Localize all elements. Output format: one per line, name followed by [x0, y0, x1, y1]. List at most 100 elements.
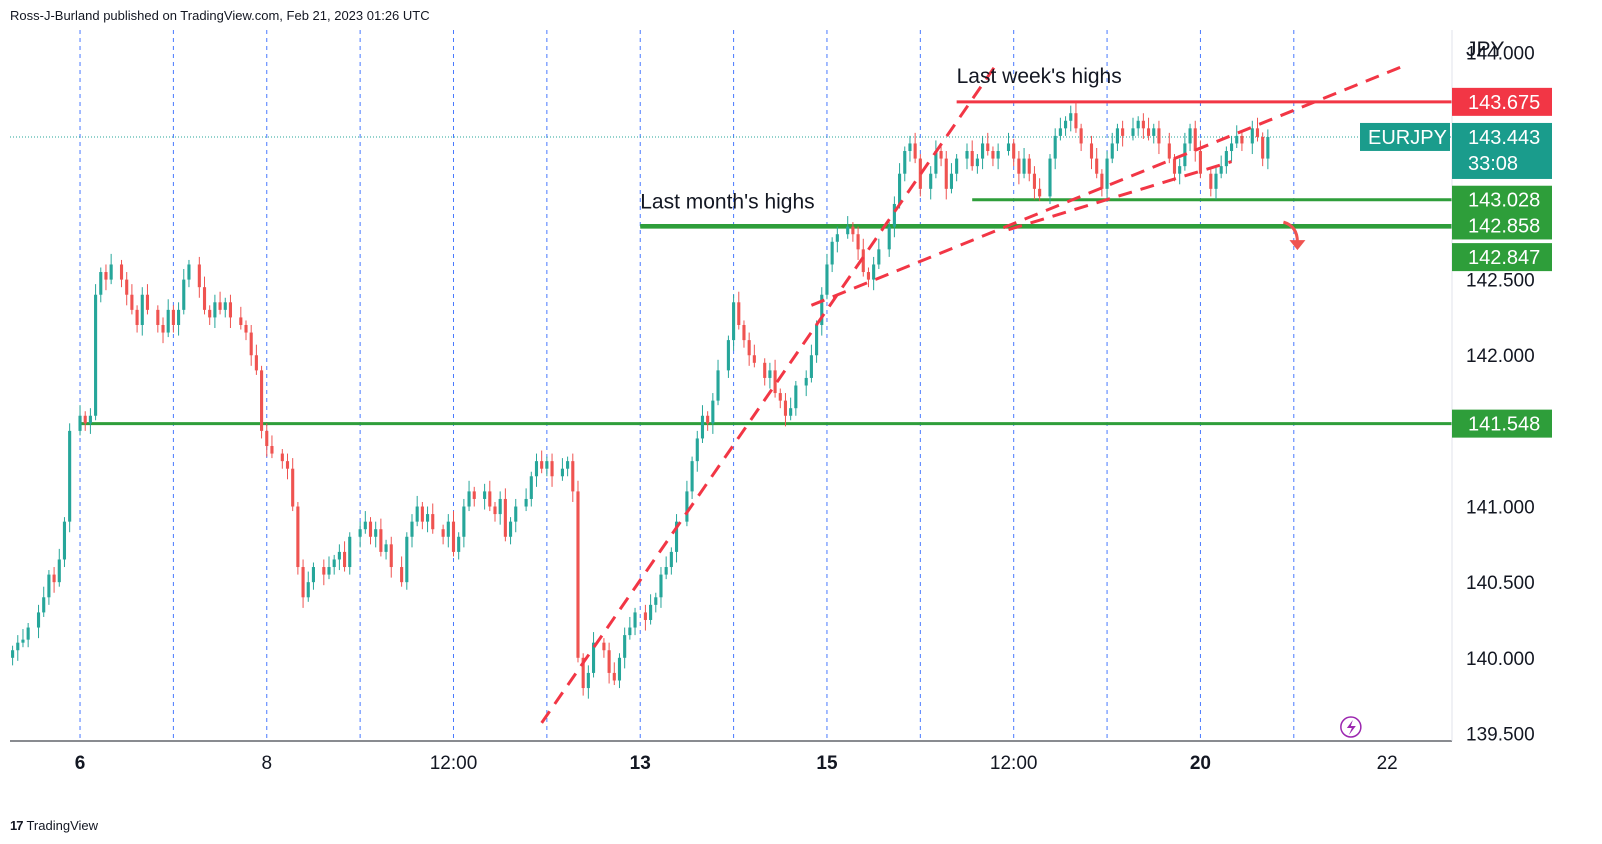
candle-body-120	[726, 340, 730, 371]
candle-117	[706, 411, 710, 431]
candle-110	[664, 556, 668, 580]
candle-31	[197, 256, 201, 298]
price-tag-label-1: 143.028	[1468, 190, 1540, 212]
price-unit-label: JPY	[1466, 38, 1505, 61]
candle-185	[1110, 132, 1114, 164]
candle-body-146	[877, 249, 881, 265]
candle-78	[472, 486, 476, 507]
candle-body-134	[809, 355, 813, 378]
publisher-line: Ross-J-Burland published on TradingView.…	[10, 8, 430, 23]
trend-line-2	[1008, 160, 1232, 232]
candle-161	[970, 140, 974, 171]
candle-body-113	[685, 491, 689, 522]
candle-64	[389, 536, 393, 578]
candle-body-195	[1172, 158, 1177, 174]
candle-63	[384, 539, 388, 560]
candle-106	[643, 604, 647, 631]
candle-body-176	[1058, 128, 1062, 136]
candle-body-99	[602, 642, 606, 651]
candle-body-104	[628, 627, 632, 636]
candle-body-157	[944, 158, 948, 189]
candle-body-128	[773, 370, 777, 394]
candle-body-155	[934, 151, 938, 174]
grid-layer	[10, 30, 1452, 741]
candle-body-52	[322, 567, 326, 575]
candle-54	[332, 554, 336, 575]
candle-186	[1115, 123, 1119, 152]
candle-body-5	[42, 597, 46, 613]
candle-208	[1250, 120, 1254, 155]
candle-81	[493, 501, 497, 522]
candle-body-86	[524, 498, 528, 507]
current-price-tag: 143.443 33:08	[1452, 122, 1552, 179]
candle-181	[1089, 135, 1094, 170]
candle-128	[773, 359, 777, 398]
candle-169	[1017, 151, 1021, 185]
price-tag-1: 143.028	[1452, 185, 1552, 214]
candle-26	[166, 299, 170, 338]
price-tag-3: 142.847	[1452, 243, 1552, 272]
candle-body-61	[374, 529, 378, 537]
candle-4	[36, 604, 41, 639]
candle-body-55	[337, 551, 341, 560]
candle-body-79	[483, 491, 487, 499]
candle-body-170	[1022, 158, 1026, 174]
candle-160	[965, 143, 969, 170]
candle-body-106	[643, 612, 647, 620]
candle-93	[566, 456, 570, 477]
candle-body-103	[623, 635, 627, 658]
candle-202	[1214, 166, 1218, 200]
candle-body-57	[348, 536, 352, 568]
candle-153	[918, 154, 922, 197]
candle-body-189	[1136, 120, 1140, 129]
candle-body-132	[794, 385, 798, 409]
candle-body-150	[903, 151, 907, 174]
symbol-tag-bg	[1360, 122, 1450, 151]
candle-body-94	[571, 461, 575, 492]
candle-body-31	[197, 264, 201, 288]
candle-body-20	[130, 294, 134, 310]
candle-14	[94, 284, 98, 421]
candle-76	[462, 498, 466, 548]
candle-19	[125, 272, 129, 306]
price-tag-bg-0	[1452, 87, 1552, 116]
candle-149	[898, 163, 902, 209]
candle-body-200	[1198, 151, 1202, 174]
candle-86	[524, 488, 528, 512]
candle-body-175	[1053, 135, 1057, 159]
candle-114	[690, 456, 694, 499]
lightning-icon	[1340, 716, 1362, 738]
candle-69	[420, 501, 424, 530]
candle-body-89	[540, 461, 544, 469]
candle-182	[1095, 147, 1099, 179]
lightning-circle	[1340, 716, 1362, 738]
x-tick-5: 12:00	[990, 753, 1038, 774]
candle-body-152	[913, 143, 917, 159]
candle-109	[659, 567, 663, 608]
candle-body-27	[171, 309, 175, 325]
candle-body-90	[545, 461, 549, 469]
annotations: Last month's highs Last week's highs	[640, 65, 1122, 214]
candle-120	[726, 335, 730, 378]
countdown-label: 33:08	[1468, 153, 1518, 175]
candle-180	[1079, 123, 1083, 152]
candle-body-206	[1235, 135, 1239, 144]
candle-23	[145, 284, 150, 315]
candle-35	[218, 291, 222, 315]
candle-body-78	[472, 491, 476, 499]
candle-189	[1136, 116, 1140, 136]
candle-59	[363, 511, 367, 534]
candle-body-136	[820, 294, 824, 325]
candle-body-143	[861, 249, 865, 273]
candle-147	[887, 222, 891, 257]
candle-body-181	[1089, 143, 1094, 159]
candle-body-161	[970, 151, 974, 167]
candle-body-183	[1100, 173, 1104, 189]
candle-body-62	[379, 529, 383, 552]
candle-body-2	[21, 639, 25, 643]
candle-132	[794, 380, 798, 416]
candle-body-185	[1110, 143, 1114, 159]
candle-body-110	[664, 567, 668, 575]
price-tag-bg-1	[1452, 185, 1552, 214]
